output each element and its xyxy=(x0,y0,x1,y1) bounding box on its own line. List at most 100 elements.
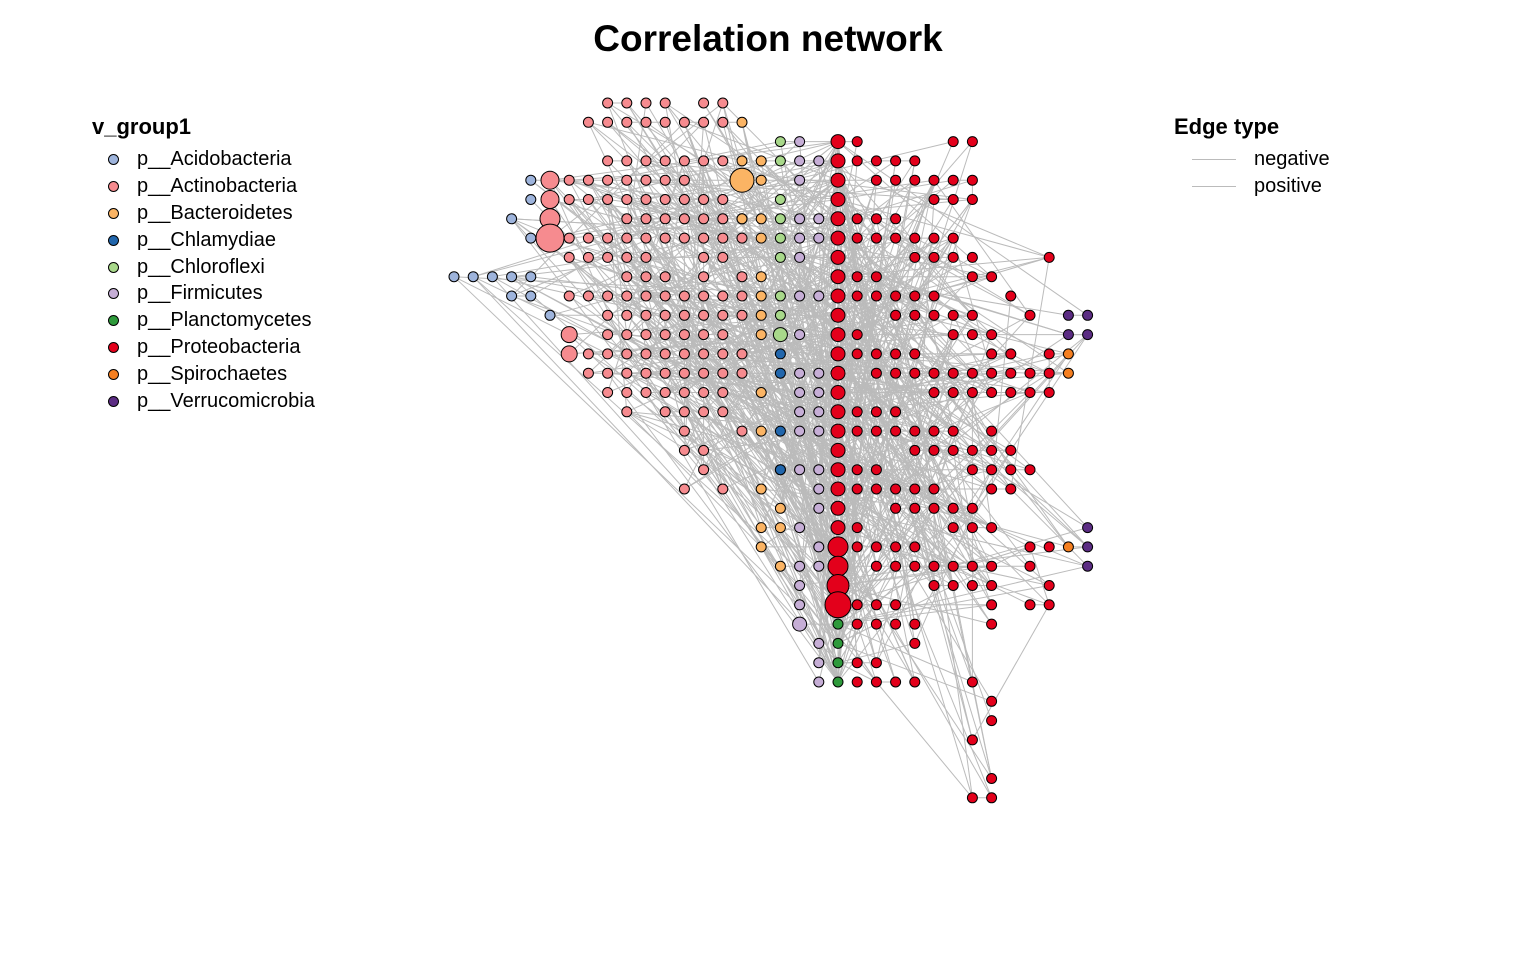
network-node xyxy=(947,136,959,148)
network-node xyxy=(640,348,652,360)
network-edge xyxy=(856,469,973,606)
node-legend-item: p__Actinobacteria xyxy=(92,173,315,200)
network-node xyxy=(698,348,710,360)
network-node xyxy=(736,213,748,225)
network-edge xyxy=(645,353,839,567)
network-node xyxy=(621,174,633,186)
network-node xyxy=(602,348,614,360)
network-edge xyxy=(837,527,1050,606)
network-node xyxy=(698,290,710,302)
network-node xyxy=(870,676,882,688)
network-node xyxy=(890,348,902,360)
network-node xyxy=(1082,329,1094,341)
network-node xyxy=(582,116,594,128)
network-node xyxy=(909,618,921,630)
network-node xyxy=(890,618,902,630)
network-edge xyxy=(722,372,992,413)
legend-swatch xyxy=(108,395,119,407)
network-edge xyxy=(645,160,973,200)
network-node xyxy=(678,194,690,205)
network-node xyxy=(909,290,921,302)
network-edge xyxy=(722,372,839,548)
network-node xyxy=(890,367,902,379)
network-node xyxy=(813,502,825,514)
network-node xyxy=(986,329,998,341)
network-node xyxy=(909,483,921,495)
legend-label: p__Firmicutes xyxy=(137,282,263,305)
network-node xyxy=(851,522,863,534)
legend-label: negative xyxy=(1254,147,1330,170)
network-edge xyxy=(664,102,935,432)
network-node xyxy=(851,213,863,225)
legend-swatch xyxy=(108,261,119,273)
network-edge xyxy=(799,469,839,683)
network-node xyxy=(602,309,614,321)
network-node xyxy=(540,170,560,190)
network-edge xyxy=(760,218,839,586)
network-edge xyxy=(837,179,1012,355)
node-legend-item: p__Bacteroidetes xyxy=(92,200,315,227)
network-node xyxy=(659,406,671,418)
node-legend-item: p__Planctomycetes xyxy=(92,307,315,334)
network-node xyxy=(1082,560,1094,572)
network-node xyxy=(986,599,998,611)
network-node xyxy=(1005,483,1017,495)
network-node xyxy=(1062,329,1074,341)
network-node xyxy=(582,290,594,302)
network-node xyxy=(602,174,614,186)
network-node xyxy=(621,97,633,109)
network-node xyxy=(1062,348,1074,360)
network-node xyxy=(966,560,978,572)
network-node xyxy=(774,348,786,360)
network-edge xyxy=(683,411,839,663)
network-node xyxy=(755,290,767,302)
network-node xyxy=(794,580,806,591)
legend-label: p__Spirochaetes xyxy=(137,363,288,386)
network-node xyxy=(870,657,882,669)
network-node xyxy=(928,580,940,591)
network-node xyxy=(830,500,846,516)
network-node xyxy=(1005,387,1017,398)
network-node xyxy=(813,367,825,379)
network-node xyxy=(890,406,902,418)
network-node xyxy=(698,387,710,398)
node-legend-item: p__Chloroflexi xyxy=(92,254,315,281)
network-node xyxy=(830,385,846,400)
node-legend-item: p__Proteobacteria xyxy=(92,334,315,361)
network-node xyxy=(659,329,671,341)
network-node xyxy=(659,367,671,379)
network-edge xyxy=(626,334,1031,548)
network-edge xyxy=(837,372,992,451)
network-node xyxy=(909,232,921,244)
network-node xyxy=(755,155,767,167)
network-node xyxy=(947,309,959,321)
network-node xyxy=(794,367,806,379)
network-edge xyxy=(607,334,839,606)
network-node xyxy=(772,327,788,343)
network-edge xyxy=(511,218,839,644)
network-node xyxy=(909,676,921,688)
network-node xyxy=(986,348,998,360)
network-node xyxy=(621,232,633,244)
network-edge xyxy=(837,372,877,432)
network-node xyxy=(909,444,921,456)
network-node xyxy=(986,560,998,572)
node-legend-item: p__Chlamydiae xyxy=(92,227,315,254)
network-node xyxy=(813,483,825,495)
node-legend-item: p__Spirochaetes xyxy=(92,361,315,388)
network-node xyxy=(794,155,806,167)
network-edge xyxy=(741,122,839,605)
network-node xyxy=(678,329,690,341)
network-node xyxy=(774,464,786,476)
network-node xyxy=(717,309,729,321)
network-node xyxy=(698,444,710,456)
network-node xyxy=(794,290,806,302)
network-node xyxy=(678,406,690,418)
network-node xyxy=(966,329,978,341)
network-node xyxy=(830,211,846,227)
network-node xyxy=(827,555,849,577)
network-node xyxy=(909,174,921,186)
network-node xyxy=(966,194,978,205)
network-node xyxy=(890,502,902,514)
network-edge xyxy=(741,334,839,355)
